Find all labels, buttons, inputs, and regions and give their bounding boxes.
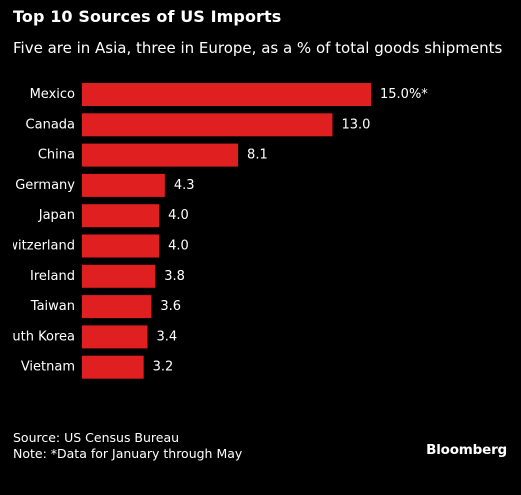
category-label: Taiwan [30,299,75,314]
value-label: 8.1 [247,148,268,163]
chart-footer: Source: US Census Bureau Note: *Data for… [13,430,242,462]
category-label: Mexico [30,87,75,102]
bar [82,355,144,379]
bar [82,173,165,197]
value-label: 4.3 [174,178,195,193]
chart-title: Top 10 Sources of US Imports [13,7,282,26]
value-label: 15.0%* [380,87,428,102]
category-label: Germany [15,178,75,193]
value-label: 3.8 [164,269,185,284]
category-label: South Korea [0,329,75,344]
value-label: 3.2 [153,360,174,375]
bar [82,204,160,228]
category-label: Ireland [30,269,75,284]
bar [82,113,333,137]
category-label: China [38,148,75,163]
category-label: Vietnam [21,360,75,375]
value-label: 13.0 [341,117,370,132]
category-label: Japan [38,208,75,223]
category-label: Canada [26,117,75,132]
category-labels: Mexico Canada China Germany Japan Switzerland… [0,87,75,375]
value-label: 3.6 [160,299,181,314]
category-label: Switzerland [0,239,75,254]
chart-subtitle: Five are in Asia, three in Europe, as a … [13,39,503,57]
bar [82,325,148,349]
bar [82,295,152,319]
value-label: 3.4 [157,329,178,344]
value-label: 4.0 [168,208,189,223]
bar [82,83,371,106]
bar [82,143,239,167]
bloomberg-logo: Bloomberg [426,442,507,458]
value-label: 4.0 [168,239,189,254]
bar-chart: Mexico Canada China Germany Japan Switzerland… [0,83,428,379]
bar [82,264,156,288]
data-note: Note: *Data for January through May [13,446,243,461]
source-note: Source: US Census Bureau [13,430,180,445]
bar [82,234,160,258]
